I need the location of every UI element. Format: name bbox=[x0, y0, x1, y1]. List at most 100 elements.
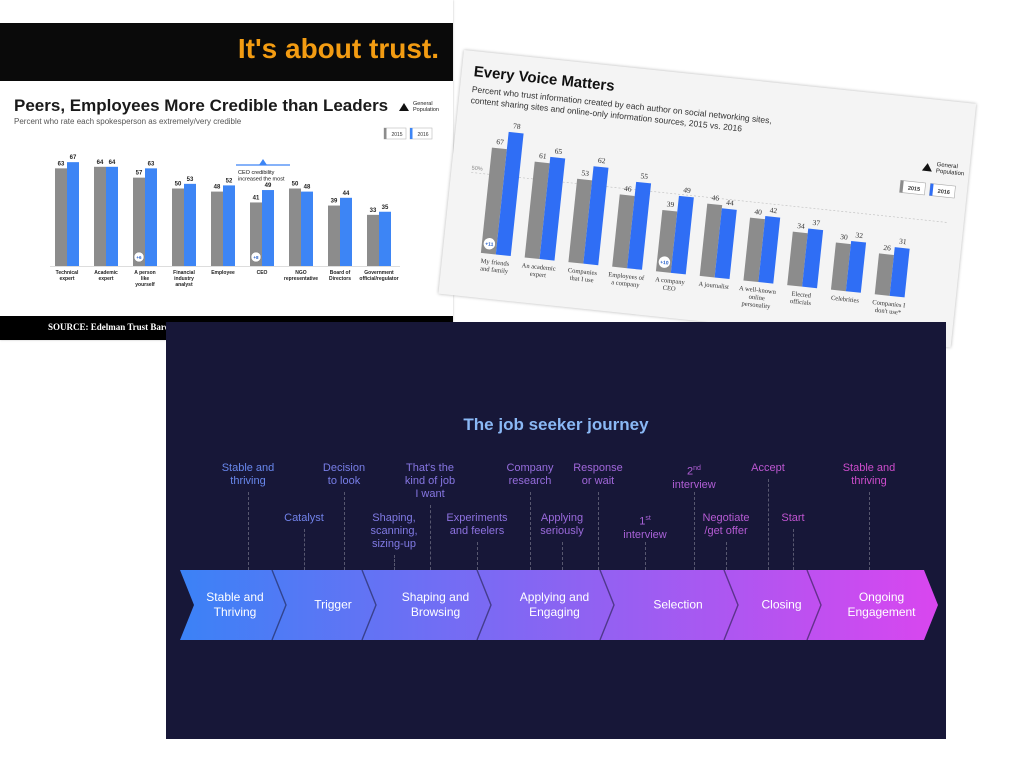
bar-2016 bbox=[670, 195, 694, 275]
bar-2016 bbox=[627, 181, 652, 270]
bar-value-label: 63 bbox=[58, 161, 65, 167]
legend-swatch bbox=[410, 128, 413, 139]
slide-every-voice-matters: Every Voice Matters Percent who trust in… bbox=[438, 50, 977, 348]
legend-swatch bbox=[899, 180, 904, 193]
bar-value-label: 64 bbox=[97, 160, 104, 166]
population-triangle-icon bbox=[399, 103, 409, 111]
journey-stage-label: Ongoing Engagement bbox=[847, 590, 916, 619]
slide1-legend: General Population 2015 2016 bbox=[383, 101, 439, 140]
legend-year-label: 2016 bbox=[417, 132, 428, 138]
bar-value-label: 65 bbox=[554, 146, 563, 156]
annotation-connector bbox=[394, 555, 395, 570]
chevron-separator bbox=[476, 569, 492, 641]
bar-value-label: 61 bbox=[539, 151, 548, 161]
journey-annotation: Decision to look bbox=[322, 462, 366, 487]
category-label: Academic expert bbox=[94, 270, 118, 282]
legend-year-label: 2015 bbox=[391, 132, 402, 138]
bar-2015 bbox=[133, 177, 145, 266]
bar-2015 bbox=[55, 168, 67, 266]
bar-value-label: 46 bbox=[711, 193, 720, 203]
bar-2016 bbox=[106, 166, 118, 266]
bar-2015 bbox=[480, 147, 507, 255]
category-label: An academicexpert bbox=[521, 262, 557, 280]
bar-2015 bbox=[699, 203, 723, 278]
bar-2016 bbox=[889, 247, 910, 298]
slide3-title: The job seeker journey bbox=[463, 415, 649, 434]
slide-job-seeker-journey: The job seeker journey Stable and Thrivin… bbox=[166, 322, 946, 739]
category-label: Financial industry analyst bbox=[173, 270, 195, 288]
bar-2016 bbox=[758, 216, 781, 284]
bar-value-label: 67 bbox=[70, 155, 77, 161]
journey-stage-label: Trigger bbox=[314, 597, 352, 612]
bar-2016 bbox=[714, 208, 737, 280]
bar-2016 bbox=[223, 185, 235, 266]
bar-2015 bbox=[289, 188, 301, 266]
category-label: Government official/regulator bbox=[359, 270, 398, 282]
bar-2015 bbox=[524, 161, 550, 260]
bar-2015 bbox=[874, 253, 894, 296]
legend-year-box bbox=[929, 183, 956, 199]
bar-value-label: 48 bbox=[214, 185, 221, 191]
journey-arrow-band bbox=[180, 569, 938, 641]
bar-2015 bbox=[250, 202, 262, 266]
category-label: Employee bbox=[211, 270, 235, 276]
journey-stage-label: Stable and Thriving bbox=[206, 590, 264, 619]
legend-year-label: 2016 bbox=[937, 189, 950, 196]
chevron-separator bbox=[271, 569, 287, 641]
bar-2016 bbox=[145, 168, 157, 266]
bar-value-label: 32 bbox=[855, 230, 864, 240]
category-label: A person like yourself bbox=[134, 270, 155, 288]
journey-annotation: Shaping, scanning, sizing-up bbox=[370, 512, 418, 550]
annotation-connector bbox=[645, 542, 646, 570]
legend-swatch bbox=[929, 183, 934, 196]
chevron-separator bbox=[599, 569, 615, 641]
journey-stage-label: Applying and Engaging bbox=[519, 590, 590, 619]
bar-2016 bbox=[301, 191, 313, 266]
chevron-separator bbox=[723, 569, 739, 641]
change-badge bbox=[483, 237, 496, 250]
ceo-callout: CEO credibility increased the most bbox=[236, 159, 290, 183]
journey-annotation: Stable and thriving bbox=[842, 462, 896, 487]
bar-2015 bbox=[211, 191, 223, 266]
annotation-connector bbox=[248, 492, 249, 570]
slide1-source: SOURCE: Edelman Trust Barometer 2016 bbox=[48, 322, 212, 332]
bar-2015 bbox=[367, 214, 379, 266]
journey-annotation: Negotiate/get offer bbox=[702, 512, 750, 537]
bar-value-label: 52 bbox=[226, 178, 233, 184]
bar-value-label: 46 bbox=[624, 184, 633, 194]
slide1-banner-text: It's about trust. bbox=[237, 33, 439, 64]
journey-annotation: Start bbox=[781, 512, 805, 524]
slide1-bar-chart: General Population 2015 2016 CEO credibility… bbox=[50, 101, 439, 288]
annotation-connector bbox=[304, 529, 305, 570]
bar-value-label: 41 bbox=[253, 195, 260, 201]
slide2-bar-chart: 50% GeneralPopulation 2015 2016 67 78 +11 My fr… bbox=[471, 121, 964, 317]
journey-annotation: Response or wait bbox=[573, 462, 623, 487]
journey-annotation: Applying seriously bbox=[540, 512, 584, 537]
bar-value-label: 39 bbox=[666, 199, 675, 209]
category-label: Electedofficials bbox=[790, 291, 813, 308]
bar-2015 bbox=[612, 194, 635, 269]
bar-2015 bbox=[328, 205, 340, 266]
category-label: A journalist bbox=[698, 281, 729, 291]
change-badge-label: +10 bbox=[660, 260, 669, 267]
annotation-connector bbox=[530, 492, 531, 570]
annotation-connector bbox=[477, 542, 478, 570]
bar-value-label: 34 bbox=[797, 221, 806, 231]
bar-value-label: 48 bbox=[304, 185, 311, 191]
change-badge bbox=[658, 255, 671, 269]
annotation-connector bbox=[768, 479, 769, 570]
journey-annotation: 1st interview bbox=[623, 515, 667, 541]
bar-2016 bbox=[539, 156, 566, 261]
bar-2015 bbox=[568, 178, 593, 264]
bar-value-label: 49 bbox=[683, 185, 692, 195]
slide1-subtitle: Percent who rate each spokesperson as ex… bbox=[14, 117, 242, 126]
bar-2015 bbox=[787, 231, 808, 287]
bar-value-label: 49 bbox=[265, 183, 272, 189]
change-badge-label: +6 bbox=[136, 255, 142, 260]
bar-value-label: 64 bbox=[109, 160, 116, 166]
change-badge-label: +8 bbox=[253, 255, 259, 260]
annotation-connector bbox=[694, 492, 695, 570]
category-label: Celebrities bbox=[831, 295, 860, 305]
bar-value-label: 63 bbox=[148, 161, 155, 167]
callout-triangle-icon bbox=[259, 159, 267, 165]
